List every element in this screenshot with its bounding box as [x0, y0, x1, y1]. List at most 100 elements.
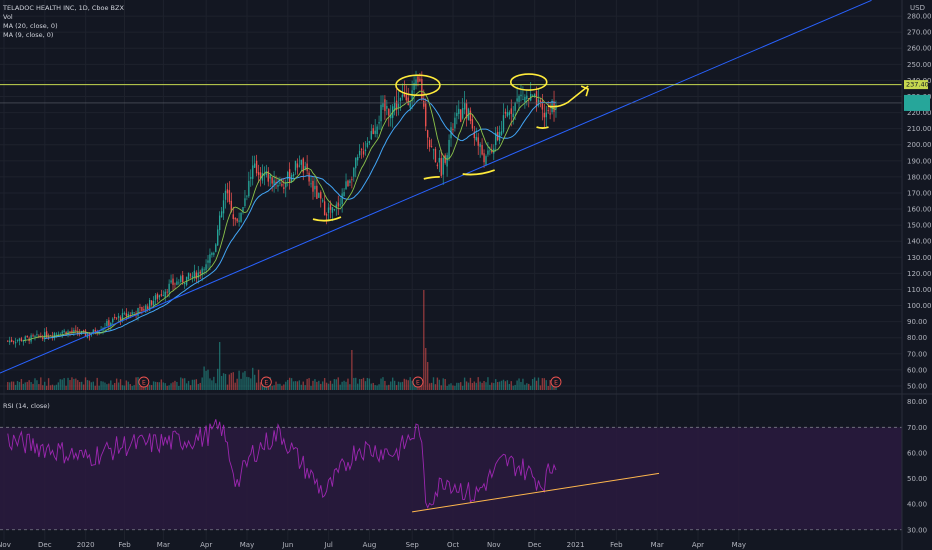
time-tick-label: May	[240, 541, 254, 549]
low-mark-1[interactable]	[312, 216, 342, 222]
volume-bar	[44, 381, 46, 390]
volume-bar	[90, 382, 93, 390]
volume-bar	[524, 384, 526, 390]
volume-bar	[211, 380, 213, 390]
volume-bar	[409, 377, 411, 390]
indicator-ma20[interactable]: MA (20, close, 0)	[3, 22, 58, 30]
low-mark-2[interactable]	[423, 175, 440, 180]
candle-body	[329, 204, 332, 210]
volume-bar	[20, 379, 23, 390]
volume-bar	[259, 382, 262, 390]
volume-bar	[405, 379, 407, 390]
volume-bar	[106, 384, 108, 390]
rsi-series	[7, 419, 557, 509]
volume-bar	[469, 377, 472, 390]
drawing-overlays[interactable]	[0, 0, 902, 374]
ascending-trendline[interactable]	[0, 0, 872, 374]
candle-body	[257, 172, 260, 175]
volume-bar	[84, 377, 87, 390]
candle-body	[170, 280, 172, 283]
candle-body	[533, 93, 536, 98]
candle-body	[71, 330, 73, 333]
rsi-support-trendline[interactable]	[412, 472, 660, 513]
volume-bar	[47, 378, 50, 390]
time-tick-label: 2020	[77, 541, 95, 549]
time-tick-label: Jun	[281, 541, 293, 549]
volume-bar	[38, 384, 40, 390]
candle-body	[246, 195, 248, 197]
volume-bar	[238, 370, 240, 390]
earnings-badge[interactable]	[550, 376, 562, 388]
candle-body	[69, 331, 71, 333]
candle-body	[238, 220, 240, 222]
volume-bar	[67, 377, 69, 390]
volume-bar	[61, 379, 63, 390]
indicator-ma9[interactable]: MA (9, close, 0)	[3, 31, 53, 39]
volume-bar	[201, 377, 203, 390]
volume-bar	[170, 383, 172, 390]
volume-bar	[320, 383, 322, 390]
volume-bar	[520, 381, 522, 390]
candle-body	[413, 82, 415, 91]
symbol-title[interactable]: TELADOC HEALTH INC, 1D, Cboe BZX	[2, 4, 124, 12]
candle-body	[172, 278, 174, 285]
candle-body	[143, 309, 145, 311]
candle-body	[42, 337, 44, 340]
candle-body	[133, 312, 135, 314]
axes: 50.00 60.00 70.00 80.00 90.00 100.00 110.00 120…	[0, 13, 932, 549]
candle-body	[384, 99, 386, 112]
volume-bar	[553, 385, 555, 390]
rsi-band	[0, 426, 902, 531]
top-circle-1[interactable]	[395, 74, 441, 97]
volume-bar	[197, 383, 199, 390]
earnings-badge[interactable]	[138, 376, 150, 388]
candle-body	[380, 104, 382, 122]
price-tick-label: 90.00	[907, 318, 927, 326]
volume-bar	[178, 385, 180, 390]
indicator-vol[interactable]: Vol	[3, 13, 13, 21]
volume-bar	[335, 379, 337, 390]
candle-body	[213, 252, 215, 255]
candle-body	[481, 144, 483, 155]
time-tick-label: Feb	[118, 541, 131, 549]
candle-body	[156, 293, 159, 299]
volume-bar	[378, 384, 380, 390]
candle-body	[147, 306, 149, 309]
volume-bar	[14, 384, 17, 390]
breakout-arrowhead[interactable]	[580, 85, 590, 97]
earnings-badge[interactable]	[260, 376, 272, 388]
low-mark-4[interactable]	[536, 126, 549, 129]
candle-body	[419, 78, 421, 82]
volume-bar	[215, 383, 217, 390]
rsi-title[interactable]: RSI (14, close)	[3, 402, 50, 410]
candle-body	[108, 320, 110, 326]
candle-body	[510, 108, 512, 114]
candle-body	[205, 264, 207, 271]
candle-body	[90, 334, 93, 336]
ma20-line	[44, 98, 557, 339]
candle-body	[495, 132, 497, 146]
earnings-badge[interactable]	[412, 376, 424, 388]
breakout-arrow[interactable]	[548, 85, 589, 108]
candle-body	[512, 113, 514, 118]
candle-body	[269, 174, 271, 179]
price-tick-label: 110.00	[907, 286, 932, 294]
candle-body	[129, 314, 131, 316]
volume-bar	[401, 381, 404, 390]
volume-bar	[59, 379, 61, 390]
volume-bar	[255, 382, 258, 390]
rsi-range-band	[0, 427, 902, 530]
candle-body	[337, 202, 339, 207]
candle-body	[409, 101, 411, 108]
volume-bar	[530, 385, 532, 390]
volume-bar	[384, 380, 386, 390]
low-mark-3[interactable]	[462, 169, 495, 176]
candle-body	[535, 91, 538, 106]
rsi-tick-label: 30.00	[907, 526, 927, 534]
volume-bar	[244, 371, 246, 390]
candle-body	[475, 136, 477, 141]
top-circle-2[interactable]	[509, 73, 548, 91]
candle-body	[30, 335, 32, 342]
